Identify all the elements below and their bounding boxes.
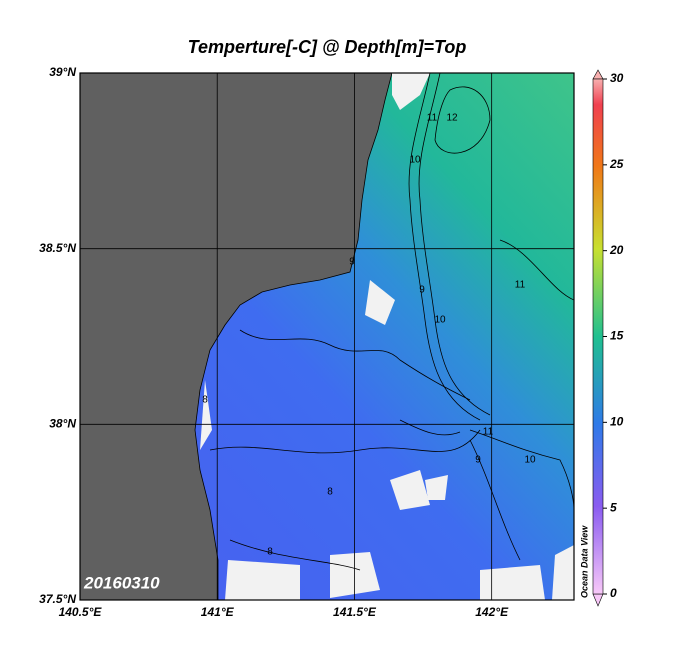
- y-tick-label: 38°N: [49, 417, 76, 431]
- contour-label: 10: [524, 455, 536, 466]
- contour-label: 10: [409, 155, 421, 166]
- contour-label: 9: [349, 257, 355, 268]
- contour-label: 9: [475, 455, 481, 466]
- colorbar-tick-label: 5: [610, 500, 617, 514]
- colorbar-arrow-top: [592, 69, 604, 80]
- colorbar-arrow-bottom: [592, 593, 604, 607]
- contour-label: 8: [327, 487, 333, 498]
- contour-label: 10: [434, 315, 446, 326]
- map-title: Temperture[-C] @ Depth[m]=Top: [188, 37, 467, 57]
- x-tick-label: 140.5°E: [59, 605, 103, 619]
- map-area: [80, 73, 574, 600]
- colorbar: [592, 78, 604, 595]
- date-label: 20160310: [83, 573, 160, 592]
- contour-label: 8: [202, 395, 208, 406]
- x-tick-label: 141.5°E: [333, 605, 377, 619]
- contour-label: 8: [267, 547, 273, 558]
- colorbar-tick-label: 25: [609, 157, 624, 171]
- colorbar-tick-label: 20: [609, 243, 624, 257]
- y-tick-label: 37.5°N: [39, 592, 76, 606]
- watermark: Ocean Data View: [579, 525, 589, 598]
- x-tick-label: 142°E: [475, 605, 509, 619]
- contour-label: 11: [515, 280, 526, 291]
- contour-label: 11: [427, 113, 438, 124]
- y-tick-label: 39°N: [49, 65, 76, 79]
- colorbar-tick-label: 30: [610, 71, 624, 85]
- colorbar-tick-label: 15: [610, 329, 624, 343]
- colorbar-tick-label: 10: [610, 415, 624, 429]
- y-tick-label: 38.5°N: [39, 241, 76, 255]
- no-data-patches: [200, 73, 574, 600]
- contour-lines: [209, 73, 574, 571]
- contour-label: 12: [446, 113, 458, 124]
- contour-label: 11: [483, 427, 494, 438]
- colorbar-tick-label: 0: [610, 586, 617, 600]
- land: [80, 73, 393, 600]
- contour-label: 9: [419, 285, 425, 296]
- x-tick-label: 141°E: [201, 605, 235, 619]
